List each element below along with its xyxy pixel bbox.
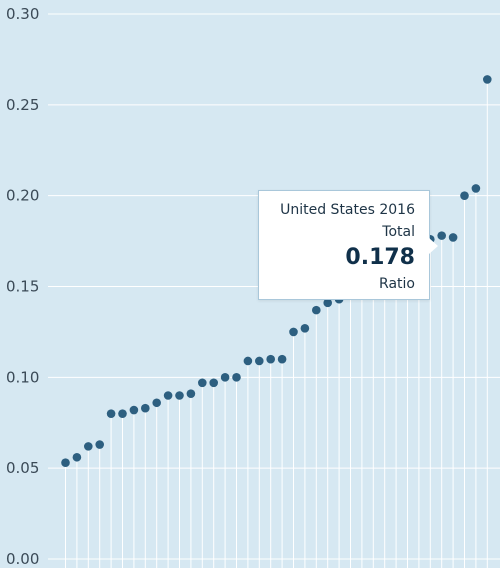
tooltip-unit: Ratio	[379, 276, 415, 292]
tooltip-country-year: United States 2016	[280, 202, 415, 218]
data-point[interactable]	[84, 442, 93, 451]
data-point[interactable]	[141, 403, 150, 413]
y-tick-label: 0.20	[6, 187, 39, 205]
data-point[interactable]	[61, 458, 70, 468]
data-point[interactable]	[163, 391, 173, 400]
data-point[interactable]	[483, 75, 492, 84]
tooltip-subject: Total	[382, 224, 415, 240]
data-point[interactable]	[220, 373, 230, 382]
data-point[interactable]	[460, 191, 469, 200]
data-point[interactable]	[254, 356, 264, 366]
data-point[interactable]	[118, 409, 127, 418]
y-tick-label: 0.15	[6, 278, 39, 296]
data-point[interactable]	[198, 378, 207, 388]
data-point[interactable]	[300, 323, 310, 333]
data-point[interactable]	[471, 184, 481, 193]
data-point[interactable]	[289, 327, 298, 337]
data-point[interactable]	[72, 452, 82, 462]
data-point[interactable]	[232, 373, 241, 382]
tooltip-value: 0.178	[345, 245, 415, 270]
data-tooltip: United States 2016 Total 0.178 Ratio	[258, 190, 430, 300]
data-point[interactable]	[209, 378, 218, 388]
y-tick-label: 0.10	[6, 368, 39, 386]
data-point[interactable]	[243, 356, 253, 366]
y-tick-label: 0.00	[6, 550, 39, 568]
data-point[interactable]	[95, 440, 104, 449]
y-tick-label: 0.05	[6, 459, 39, 477]
tooltip-pointer	[429, 238, 438, 254]
data-point[interactable]	[106, 409, 116, 418]
data-point[interactable]	[277, 354, 287, 364]
data-point[interactable]	[175, 391, 184, 400]
data-point[interactable]	[129, 405, 139, 415]
data-point[interactable]	[312, 305, 321, 315]
data-point[interactable]	[448, 233, 458, 242]
data-point[interactable]	[186, 389, 196, 398]
data-point[interactable]	[437, 231, 447, 240]
data-point[interactable]	[323, 298, 333, 308]
y-tick-label: 0.30	[6, 5, 39, 23]
data-point[interactable]	[266, 354, 276, 364]
data-point[interactable]	[152, 398, 161, 408]
y-tick-label: 0.25	[6, 96, 39, 114]
